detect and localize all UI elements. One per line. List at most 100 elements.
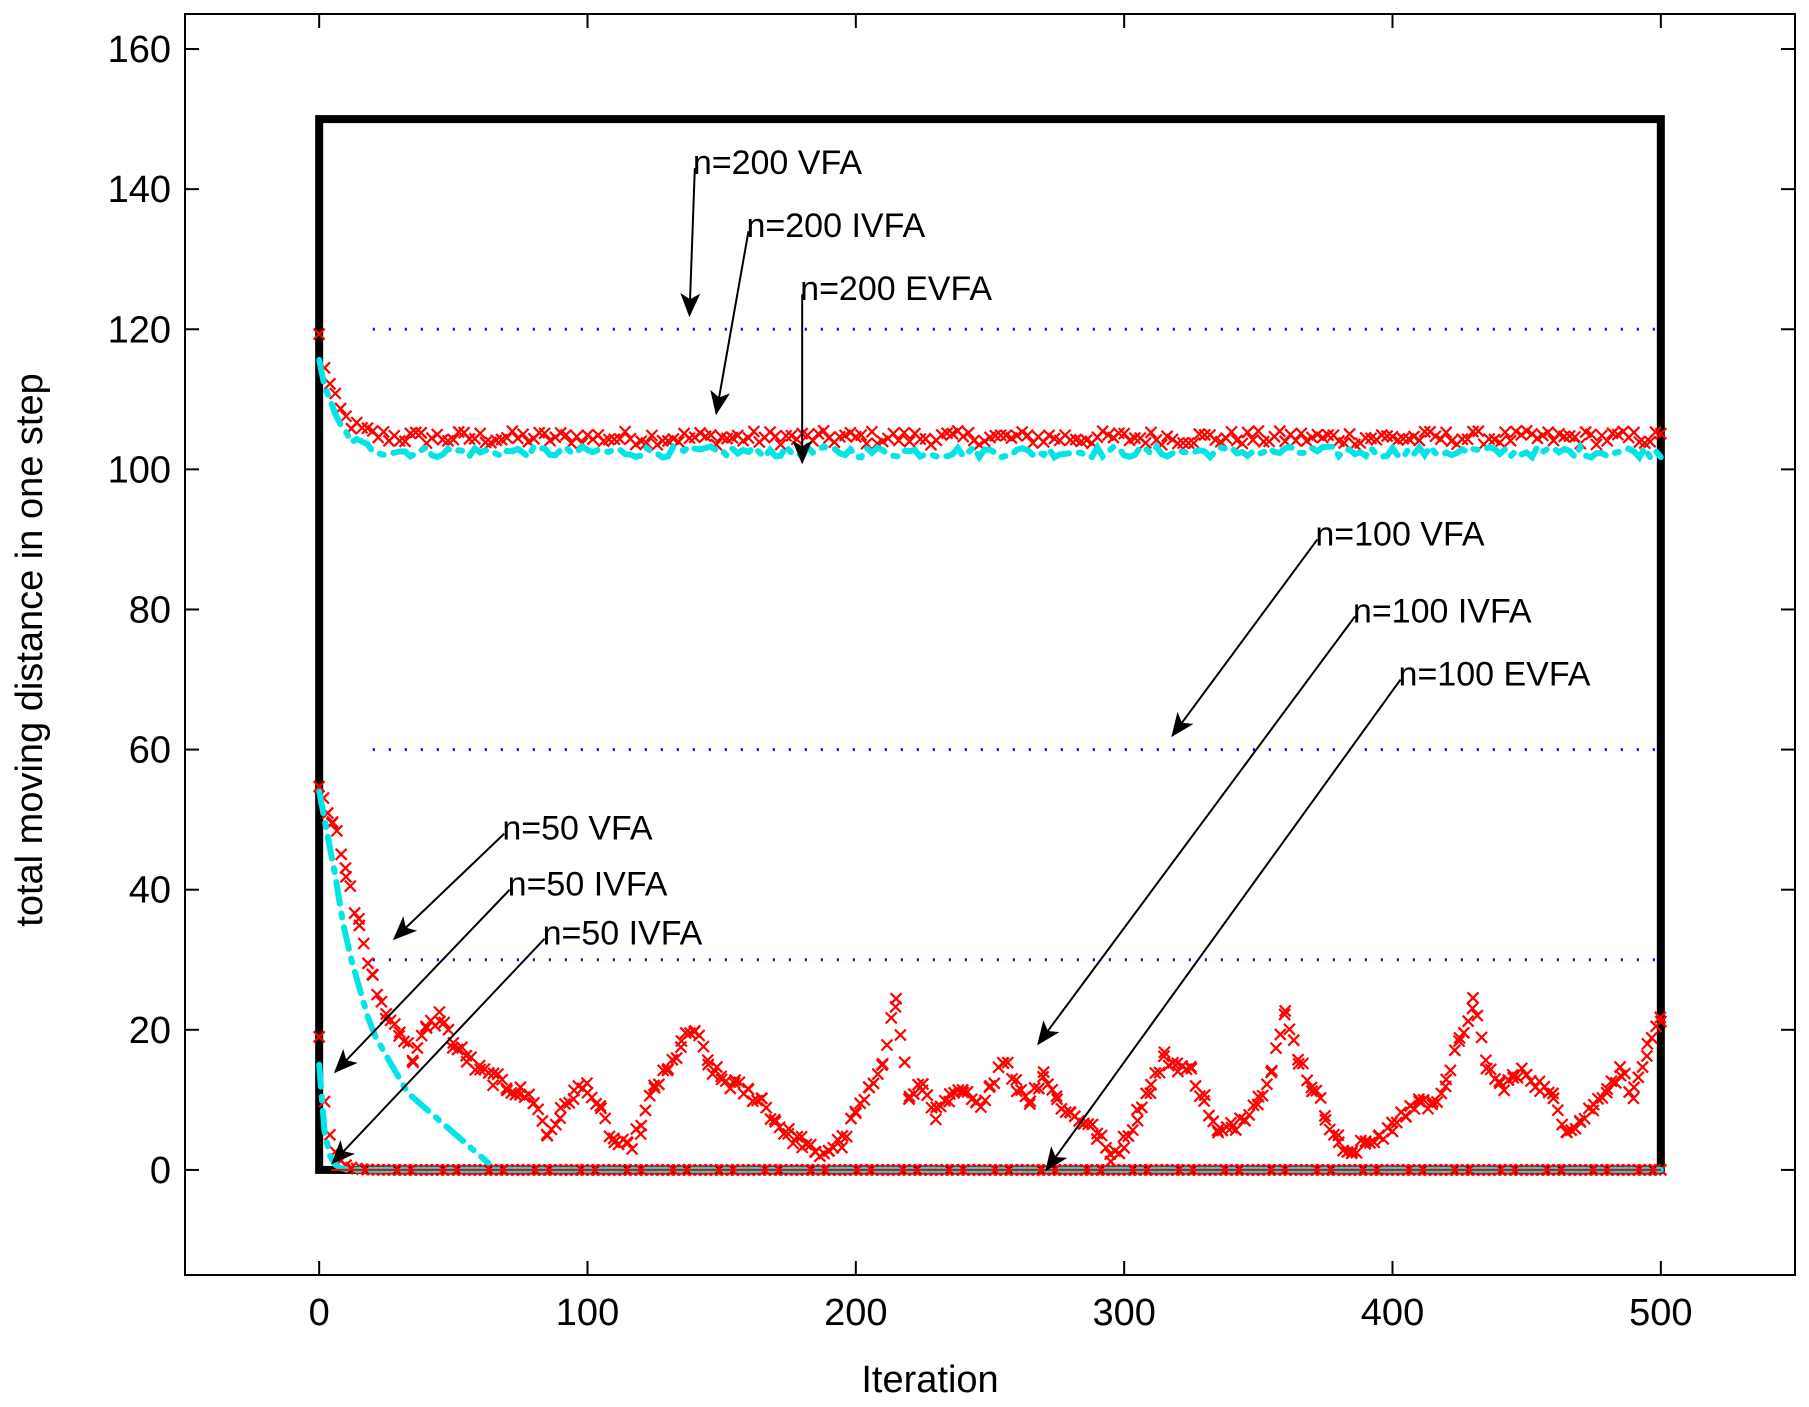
- x-marker: [1547, 1092, 1560, 1105]
- x-marker: [1260, 1078, 1274, 1091]
- annotation-label: n=100 IVFA: [1353, 592, 1532, 630]
- x-marker: [1235, 437, 1249, 450]
- x-marker: [442, 1023, 455, 1036]
- x-marker: [733, 1075, 746, 1089]
- x-marker: [1028, 1081, 1041, 1095]
- x-marker: [355, 421, 369, 435]
- x-marker: [1005, 1072, 1019, 1086]
- x-marker: [887, 427, 900, 440]
- x-marker: [930, 1101, 943, 1114]
- x-marker: [334, 848, 348, 861]
- annotation-2: n=200 EVFA: [792, 270, 992, 465]
- annotation-7: n=50 IVFA: [333, 866, 668, 1074]
- x-marker: [1081, 1117, 1095, 1131]
- annotation-label: n=100 EVFA: [1399, 656, 1591, 694]
- x-marker: [377, 425, 390, 439]
- x-marker: [781, 1127, 795, 1141]
- x-marker: [1246, 433, 1260, 447]
- x-marker: [1176, 436, 1190, 450]
- x-marker: [854, 428, 868, 442]
- x-marker: [1466, 1002, 1479, 1015]
- x-marker: [903, 435, 916, 448]
- x-marker: [907, 1087, 921, 1101]
- y-tick-label: 40: [129, 870, 171, 912]
- x-marker: [549, 1118, 563, 1131]
- x-tick-label: 0: [309, 1292, 330, 1334]
- x-marker: [1050, 1092, 1064, 1106]
- x-marker: [559, 428, 573, 442]
- x-marker: [328, 387, 342, 400]
- x-marker: [746, 1094, 760, 1108]
- axes-border: [184, 13, 1796, 1276]
- x-marker: [1257, 435, 1270, 448]
- x-marker: [398, 435, 412, 448]
- x-marker: [1319, 1113, 1332, 1127]
- x-marker: [929, 1113, 943, 1126]
- x-marker: [1122, 1129, 1135, 1143]
- x-marker: [621, 1136, 635, 1150]
- x-marker: [406, 1056, 420, 1069]
- x-marker: [1640, 1049, 1654, 1063]
- x-marker: [1265, 1064, 1279, 1077]
- x-marker: [656, 434, 669, 448]
- x-marker: [661, 1062, 675, 1076]
- x-marker: [817, 424, 830, 438]
- annotation-arrow: [333, 889, 511, 1074]
- x-marker: [1296, 1057, 1310, 1070]
- x-marker: [602, 433, 616, 446]
- x-marker: [473, 427, 487, 440]
- x-marker: [357, 937, 370, 950]
- x-marker: [1471, 1009, 1484, 1022]
- x-marker: [943, 1087, 957, 1101]
- x-marker: [1412, 1092, 1426, 1106]
- x-marker: [330, 824, 344, 838]
- x-marker: [1198, 428, 1211, 442]
- x-marker: [1021, 429, 1034, 442]
- x-marker: [692, 1029, 706, 1042]
- annotation-3: n=100 VFA: [1171, 515, 1485, 738]
- x-marker: [1461, 1014, 1475, 1028]
- x-marker: [779, 429, 793, 443]
- x-marker: [1001, 1056, 1014, 1069]
- x-marker: [858, 1093, 871, 1107]
- x-marker: [1157, 1049, 1171, 1063]
- x-marker: [1632, 1071, 1645, 1084]
- x-marker: [1128, 431, 1142, 445]
- series-line: [316, 356, 1664, 463]
- annotation-5: n=100 EVFA: [1045, 656, 1591, 1172]
- x-marker: [634, 1119, 648, 1132]
- x-marker: [1413, 434, 1426, 447]
- x-marker: [1305, 1085, 1319, 1098]
- x-marker: [961, 1085, 974, 1099]
- x-marker: [1654, 1015, 1668, 1028]
- x-marker: [1493, 436, 1507, 449]
- x-marker: [643, 1089, 657, 1102]
- x-marker: [1569, 1122, 1582, 1136]
- x-marker: [1417, 1093, 1430, 1107]
- x-marker: [344, 879, 357, 893]
- x-marker: [425, 431, 439, 445]
- x-marker: [978, 1094, 992, 1107]
- x-marker: [558, 1097, 572, 1111]
- x-marker: [670, 1051, 683, 1065]
- x-marker: [437, 1016, 451, 1029]
- x-marker: [889, 992, 903, 1005]
- x-marker: [701, 1058, 715, 1071]
- x-marker: [1557, 430, 1571, 443]
- x-marker: [540, 1129, 554, 1143]
- x-marker: [1461, 432, 1474, 446]
- x-marker: [487, 1067, 500, 1080]
- x-marker: [1096, 424, 1109, 438]
- x-marker: [759, 1101, 773, 1114]
- x-marker: [1475, 1031, 1488, 1044]
- annotation-label: n=200 EVFA: [800, 270, 992, 308]
- x-marker: [1504, 434, 1517, 447]
- x-marker: [1455, 432, 1469, 446]
- x-marker: [1086, 1118, 1099, 1131]
- x-marker: [1345, 1147, 1358, 1160]
- x-marker: [1520, 1068, 1533, 1081]
- annotation-label: n=50 VFA: [502, 810, 653, 848]
- x-marker: [1654, 1011, 1667, 1024]
- annotation-6: n=50 VFA: [392, 810, 653, 941]
